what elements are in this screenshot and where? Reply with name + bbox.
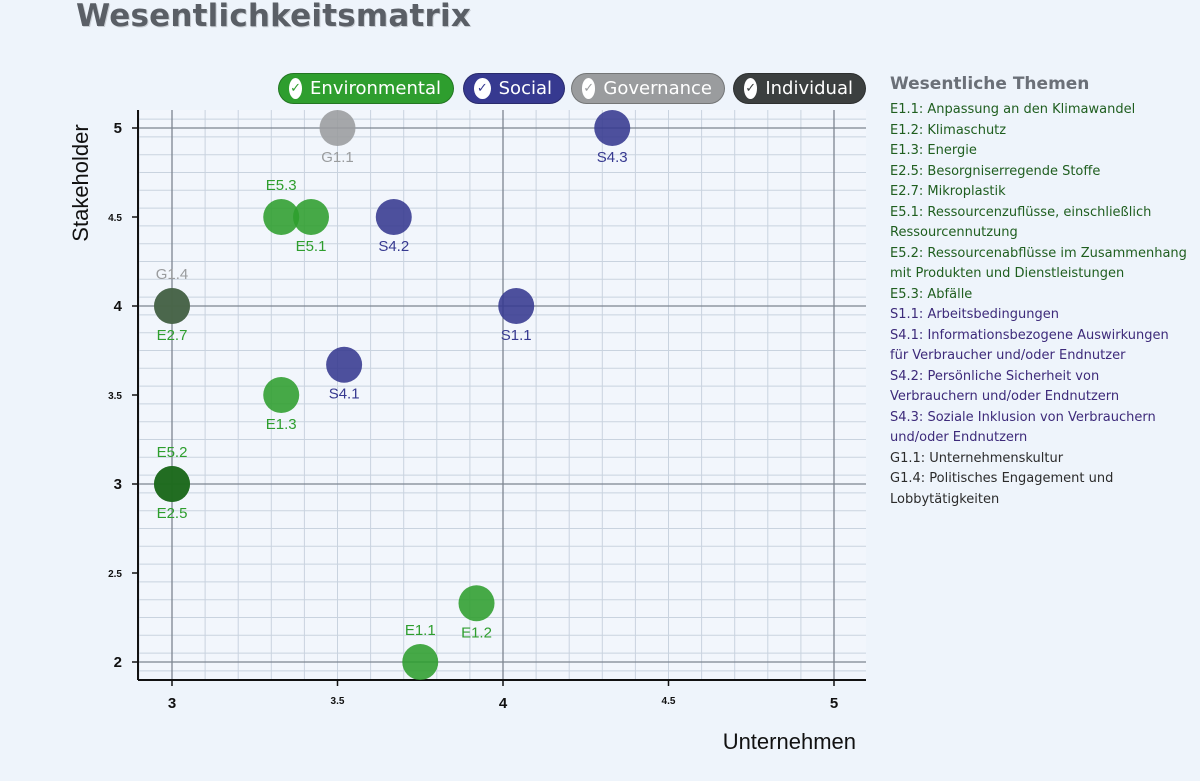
x-tick-label: 4.5 [662, 696, 676, 707]
data-label: E2.7 [157, 327, 188, 344]
x-tick-label: 4 [499, 695, 508, 712]
topic-item: G1.1: Unternehmenskultur [890, 450, 1064, 466]
data-points: E5.3 E5.1 E1.3 E1.2 E1.1 S4.3 S4.2 S1.1 S4.1 G1.1… [154, 110, 631, 680]
y-tick-label: 4.5 [108, 213, 122, 224]
topics-legend: Wesentliche Themen E1.1: Anpassung an de… [890, 74, 1190, 510]
filter-label: Governance [603, 78, 712, 99]
check-icon: ✓ [474, 78, 491, 99]
topic-item: E1.1: Anpassung an den Klimawandel [890, 102, 1136, 117]
check-icon: ✓ [289, 78, 303, 99]
data-label: E1.3 [266, 416, 297, 433]
filter-label: Individual [765, 78, 853, 99]
x-tick-label: 5 [830, 695, 838, 712]
axes: 3 3.5 4 4.5 5 2 2.5 3 3.5 4 4.5 5 [108, 110, 866, 712]
data-label: E1.1 [405, 622, 436, 639]
x-axis-title: Unternehmen [723, 729, 856, 754]
topic-item: E2.5: Besorgniserregende Stoffe [890, 163, 1101, 179]
x-tick-label: 3 [168, 695, 176, 712]
y-tick-label: 3.5 [108, 391, 122, 402]
data-label: S4.2 [378, 238, 409, 255]
filter-environmental[interactable]: ✓ Environmental [278, 73, 454, 104]
data-point [293, 199, 330, 235]
data-label: S1.1 [501, 327, 532, 344]
filter-governance[interactable]: ✓ Governance [571, 73, 725, 104]
data-point [326, 346, 363, 383]
check-icon: ✓ [744, 78, 758, 99]
topic-item: S4.3: Soziale Inklusion von Verbrauchern… [890, 409, 1156, 446]
data-label: E5.2 [157, 444, 188, 461]
materiality-scatter-chart: 3 3.5 4 4.5 522.533.544.55 E5.3E5.1E1.3E1.2E… [68, 110, 866, 754]
data-label: G1.4 [156, 266, 189, 283]
data-label: S4.3 [597, 149, 628, 166]
topic-item: E2.7: Mikroplastik [890, 184, 1006, 199]
topic-item: S4.1: Informationsbezogene Auswirkungen … [890, 327, 1169, 364]
data-point [375, 199, 412, 235]
topic-item: G1.4: Politisches Engagement und Lobbytä… [890, 471, 1114, 507]
topic-item: S4.2: Persönliche Sicherheit von Verbrau… [890, 368, 1120, 405]
topics-list: E1.1: Anpassung an den Klimawandel E1.2: … [890, 100, 1190, 510]
data-point [319, 110, 356, 146]
filter-label: Environmental [310, 78, 441, 99]
data-point [263, 377, 300, 413]
filter-social[interactable]: ✓ Social [463, 73, 565, 104]
data-point [458, 585, 495, 622]
data-label: G1.1 [321, 149, 354, 166]
topic-item: E1.3: Energie [890, 143, 977, 158]
x-tick-label: 3.5 [331, 696, 345, 707]
y-tick-label: 5 [114, 120, 122, 137]
topics-legend-title: Wesentliche Themen [890, 74, 1090, 94]
y-tick-label: 2.5 [108, 569, 122, 580]
data-label: E1.2 [461, 624, 492, 641]
topic-item: E5.3: Abfälle [890, 286, 973, 302]
data-point [498, 288, 535, 324]
data-point [154, 288, 190, 324]
plot-background [138, 110, 866, 680]
data-label: E2.5 [157, 505, 188, 522]
filter-individual[interactable]: ✓ Individual [733, 73, 866, 104]
data-point [594, 110, 631, 146]
page-title: Wesentlichkeitsmatrix [76, 0, 472, 34]
topic-item: E5.1: Ressourcenzuflüsse, einschließlich… [890, 204, 1152, 241]
data-label: E5.1 [296, 238, 327, 255]
check-icon: ✓ [582, 78, 596, 99]
data-point [263, 199, 300, 235]
filter-label: Social [498, 78, 552, 99]
y-tick-label: 3 [114, 476, 122, 493]
plot-area [138, 110, 866, 680]
topic-item: E5.2: Ressourcenabflüsse im Zusammenhang… [890, 245, 1187, 282]
data-point [402, 644, 439, 680]
topic-item: S1.1: Arbeitsbedingungen [890, 307, 1059, 322]
data-label: S4.1 [329, 386, 360, 403]
y-axis-title: Stakeholder [68, 124, 93, 241]
y-tick-label: 2 [114, 654, 122, 671]
topic-item: E1.2: Klimaschutz [890, 122, 1007, 138]
data-point [154, 466, 190, 502]
data-label: E5.3 [266, 177, 297, 194]
y-tick-label: 4 [114, 298, 123, 315]
